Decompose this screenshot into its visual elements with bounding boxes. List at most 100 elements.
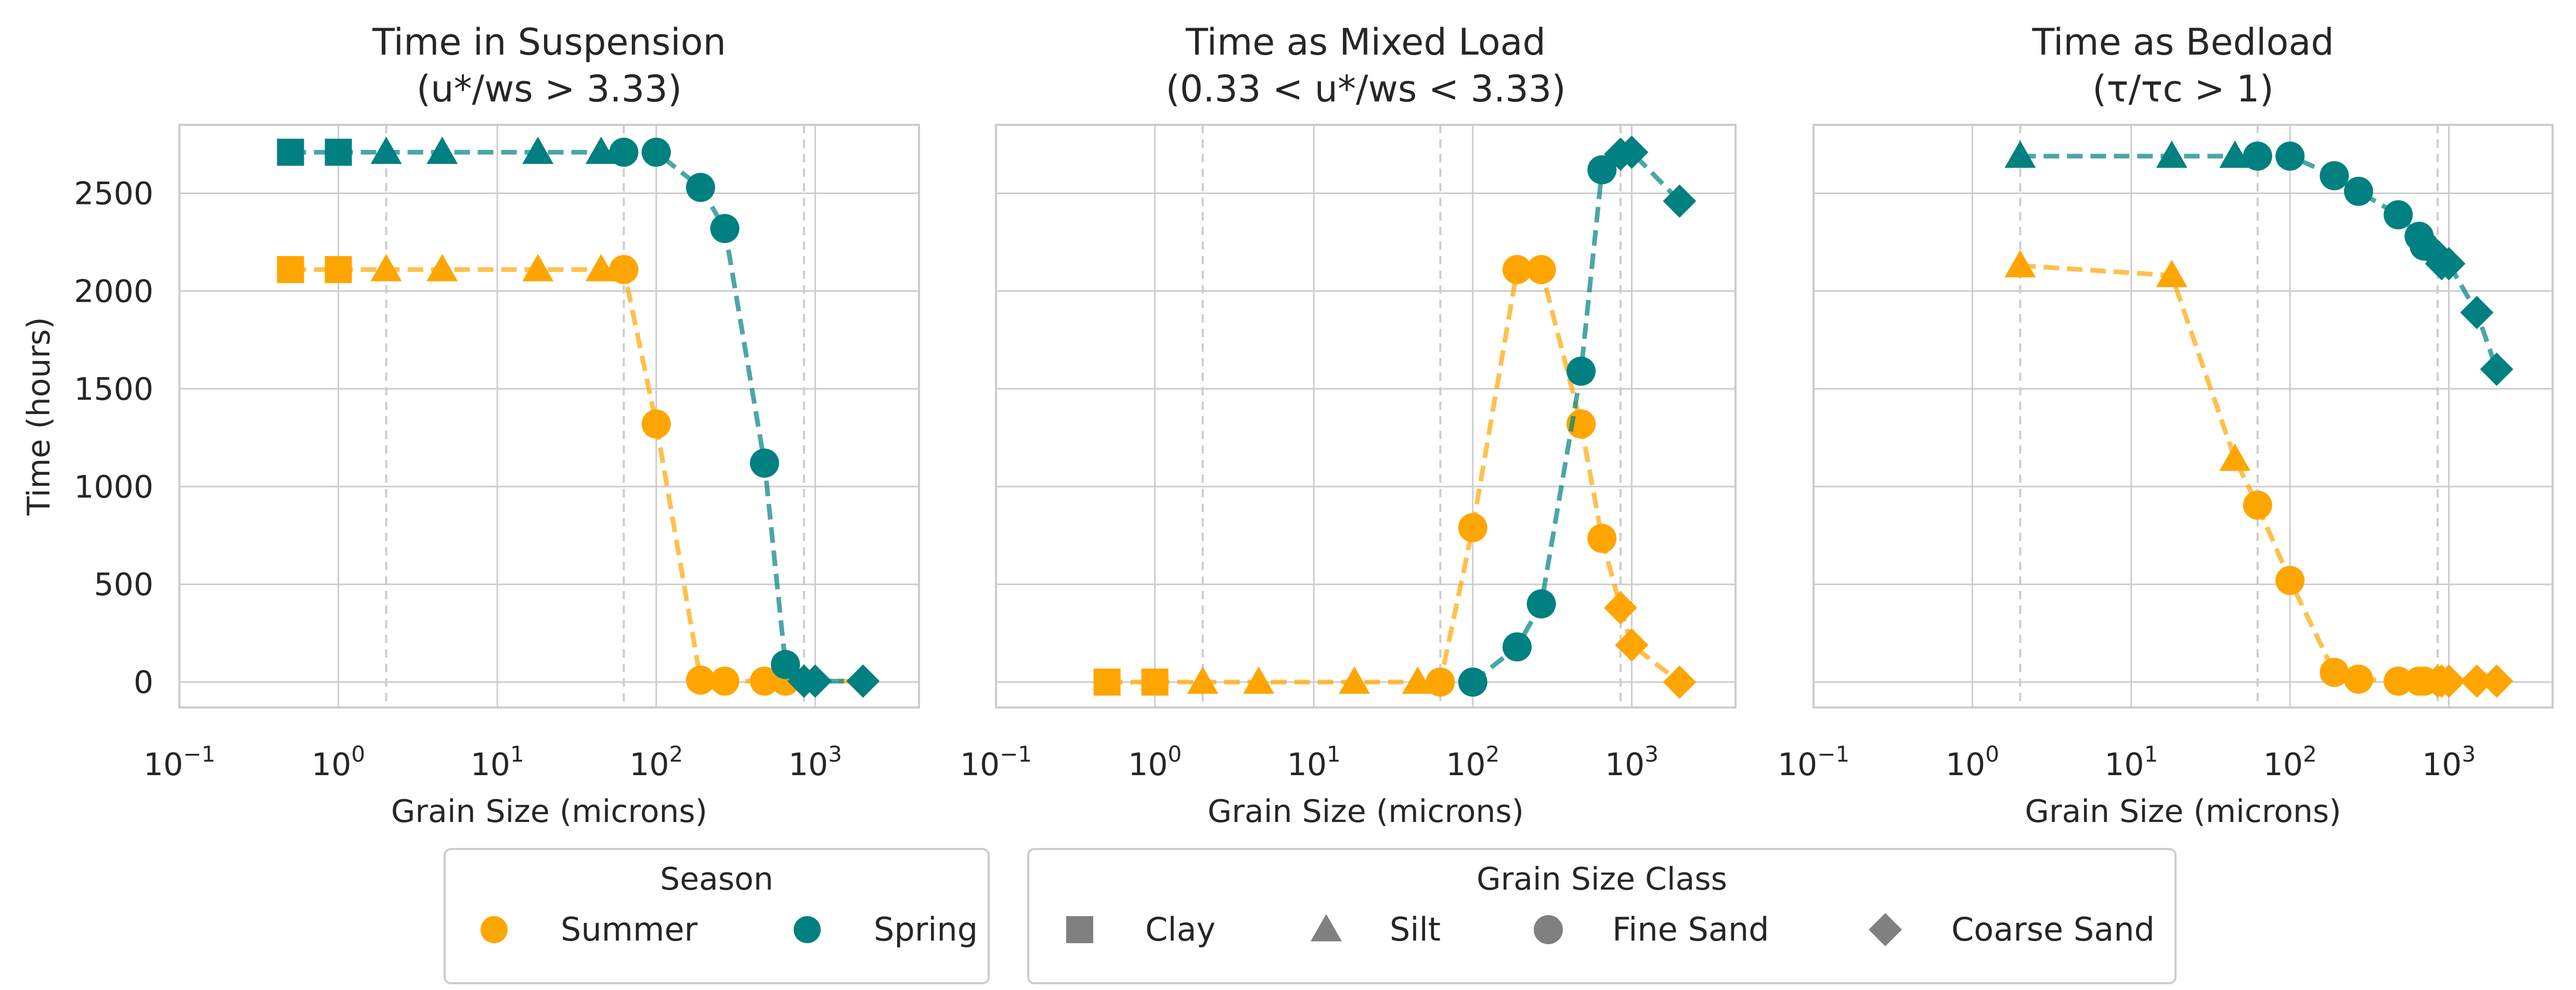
x-tick-label: 101 — [2104, 741, 2158, 783]
series-summer — [2004, 250, 2514, 698]
data-point — [2432, 247, 2466, 280]
data-point — [2384, 200, 2413, 229]
data-point — [2480, 352, 2514, 386]
data-point — [1663, 665, 1697, 699]
plot-frame — [1813, 124, 2554, 709]
x-axis-label: Grain Size (microns) — [391, 793, 707, 830]
x-tick-label: 103 — [1605, 741, 1659, 783]
legend-marker — [1066, 916, 1093, 943]
data-point — [2275, 142, 2305, 171]
data-point — [1587, 523, 1617, 553]
data-point — [771, 650, 800, 679]
x-tick-label: 103 — [2422, 741, 2476, 783]
panel-title: Time as Bedload — [2031, 21, 2334, 63]
x-tick-label: 100 — [1128, 741, 1182, 783]
data-point — [2275, 565, 2305, 595]
data-point — [325, 256, 352, 284]
y-tick-label: 2500 — [74, 176, 153, 212]
data-point — [1566, 356, 1596, 386]
legend-marker — [794, 916, 821, 943]
x-tick-label: 10−1 — [1778, 741, 1849, 783]
data-point — [2460, 295, 2494, 329]
plot-frame — [995, 124, 1737, 709]
legend-season: Season Summer Spring — [444, 848, 990, 984]
data-point — [641, 137, 671, 167]
data-point — [585, 136, 617, 164]
x-tick-label: 101 — [471, 741, 524, 783]
data-point — [710, 214, 740, 243]
data-point — [846, 664, 880, 698]
data-point — [1458, 667, 1487, 697]
panel-3: Time as Bedload (τ/τc > 1) 10−1 100 101 102 10… — [1778, 21, 2554, 830]
data-point — [2460, 664, 2494, 698]
data-point — [277, 138, 304, 166]
data-point — [2219, 140, 2251, 168]
legend-marker — [1534, 915, 1563, 944]
panel-title: Time as Mixed Load — [1185, 21, 1546, 63]
legend-label: Silt — [1390, 910, 1441, 948]
x-tick-label: 100 — [312, 741, 365, 783]
data-point — [609, 255, 639, 285]
data-point — [277, 256, 304, 284]
data-point — [370, 136, 402, 164]
data-point — [609, 137, 639, 167]
data-point — [1526, 255, 1556, 285]
data-point — [1402, 666, 1433, 694]
data-point — [2344, 176, 2373, 206]
series-line — [2020, 263, 2497, 684]
data-point — [1587, 155, 1617, 185]
legend-title: Season — [660, 861, 773, 897]
data-point — [749, 448, 779, 478]
data-point — [1458, 513, 1487, 543]
legend-title: Grain Size Class — [1477, 861, 1727, 897]
y-tick-label: 1000 — [74, 469, 153, 505]
data-point — [1141, 668, 1169, 696]
data-point — [685, 665, 715, 695]
x-tick-label: 102 — [1446, 741, 1499, 783]
data-point — [2243, 491, 2272, 520]
data-point — [2344, 664, 2373, 694]
y-tick-label: 0 — [134, 664, 153, 701]
panel-2: Time as Mixed Load (0.33 < u*/ws < 3.33) 1… — [960, 21, 1737, 830]
data-point — [1615, 135, 1649, 169]
series-spring — [1458, 135, 1697, 697]
y-tick-label: 2000 — [74, 273, 153, 310]
x-tick-label: 101 — [1287, 741, 1341, 783]
legend-label: Spring — [874, 910, 978, 948]
series-spring — [277, 136, 880, 698]
panel-subtitle: (τ/τc > 1) — [2092, 68, 2274, 110]
data-point — [2219, 443, 2251, 471]
data-point — [1663, 184, 1697, 218]
data-point — [522, 254, 554, 281]
x-tick-label: 103 — [788, 741, 842, 783]
x-tick-label: 10−1 — [960, 741, 1032, 783]
data-point — [370, 254, 402, 281]
y-axis-label: Time (hours) — [21, 317, 57, 516]
y-tick-label: 500 — [94, 567, 153, 603]
data-point — [798, 664, 832, 698]
data-point — [522, 136, 554, 164]
data-point — [1526, 589, 1556, 619]
data-point — [2320, 658, 2349, 687]
data-point — [1339, 666, 1370, 694]
data-point — [1502, 632, 1532, 662]
data-point — [2384, 666, 2413, 696]
legend-grain-class: Grain Size Class Clay Silt Fine Sand Coarse … — [1027, 848, 2177, 984]
series-line — [290, 267, 863, 684]
data-point — [1426, 667, 1455, 697]
series-spring — [2004, 140, 2514, 386]
data-point — [2156, 140, 2187, 168]
x-tick-label: 100 — [1946, 741, 1999, 783]
data-point — [1603, 591, 1637, 625]
x-axis-label: Grain Size (microns) — [1208, 793, 1524, 830]
legend-marker — [481, 916, 508, 943]
data-point — [2156, 260, 2187, 287]
data-point — [641, 409, 671, 439]
data-point — [325, 138, 352, 166]
data-point — [2320, 161, 2349, 190]
series-summer — [277, 254, 880, 698]
data-point — [2243, 142, 2272, 171]
legend-label: Summer — [561, 910, 698, 948]
legend-label: Fine Sand — [1612, 910, 1769, 948]
